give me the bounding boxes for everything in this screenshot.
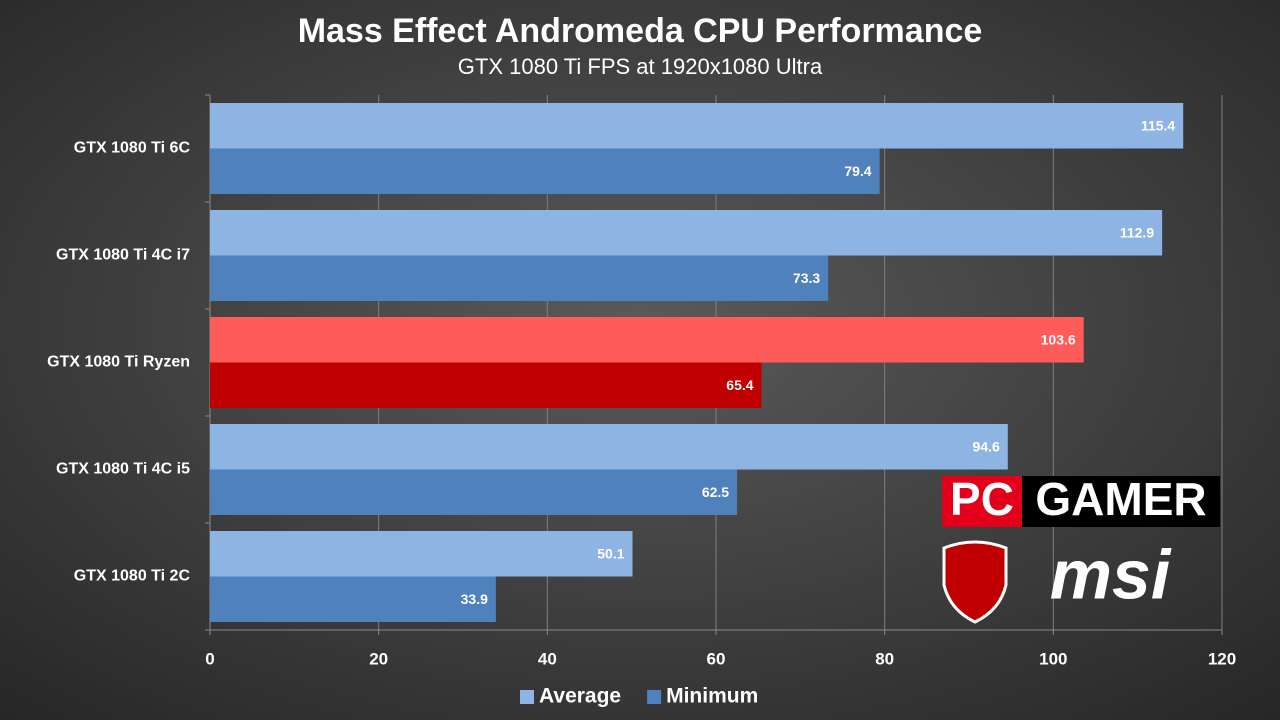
msi-logo: msi (942, 535, 1172, 624)
bar (210, 362, 762, 408)
value-label: 79.4 (844, 163, 871, 179)
y-tick-label: GTX 1080 Ti 4C i7 (56, 247, 190, 264)
x-tick-label: 100 (1039, 649, 1067, 668)
bar (210, 210, 1163, 256)
value-label: 62.5 (702, 484, 729, 500)
y-tick-label: GTX 1080 Ti 2C (74, 568, 191, 585)
logo-text: PC (950, 473, 1014, 525)
bar (210, 531, 633, 577)
chart-title: Mass Effect Andromeda CPU Performance (298, 12, 983, 50)
x-tick-label: 40 (538, 649, 557, 668)
bar (210, 424, 1008, 470)
value-label: 115.4 (1141, 117, 1175, 133)
bar (210, 576, 496, 622)
legend-label: Minimum (666, 685, 758, 708)
bar (210, 317, 1084, 363)
y-tick-label: GTX 1080 Ti 4C i5 (56, 461, 190, 478)
x-tick-label: 0 (205, 649, 214, 668)
bar (210, 103, 1184, 149)
legend: Average Minimum (520, 685, 758, 708)
legend-swatch (647, 690, 662, 704)
legend-label: Average (539, 685, 621, 708)
x-tick-label: 80 (875, 649, 894, 668)
logo-box (942, 476, 1022, 527)
legend-swatch (520, 690, 534, 704)
x-tick-label: 60 (707, 649, 726, 668)
value-label: 94.6 (973, 438, 1000, 454)
y-tick-label: GTX 1080 Ti Ryzen (47, 354, 190, 371)
value-label: 103.6 (1041, 331, 1076, 347)
bar (210, 148, 880, 194)
logo-box (1022, 476, 1220, 527)
x-tick-label: 120 (1208, 649, 1236, 668)
value-label: 33.9 (461, 591, 488, 607)
bar (210, 255, 829, 301)
shield (942, 540, 1008, 624)
logo-text: GAMER (1035, 473, 1206, 525)
pc-gamer-logo: PC GAMER (942, 473, 1220, 527)
value-label: 65.4 (726, 377, 753, 393)
value-label: 50.1 (597, 545, 624, 561)
x-tick-label: 20 (369, 649, 388, 668)
bar (210, 469, 738, 515)
value-label: 73.3 (793, 270, 820, 286)
y-tick-label: GTX 1080 Ti 6C (74, 140, 191, 157)
value-label: 112.9 (1120, 224, 1154, 240)
logo-text: msi (1050, 535, 1172, 613)
chart-subtitle: GTX 1080 Ti FPS at 1920x1080 Ultra (458, 54, 823, 79)
